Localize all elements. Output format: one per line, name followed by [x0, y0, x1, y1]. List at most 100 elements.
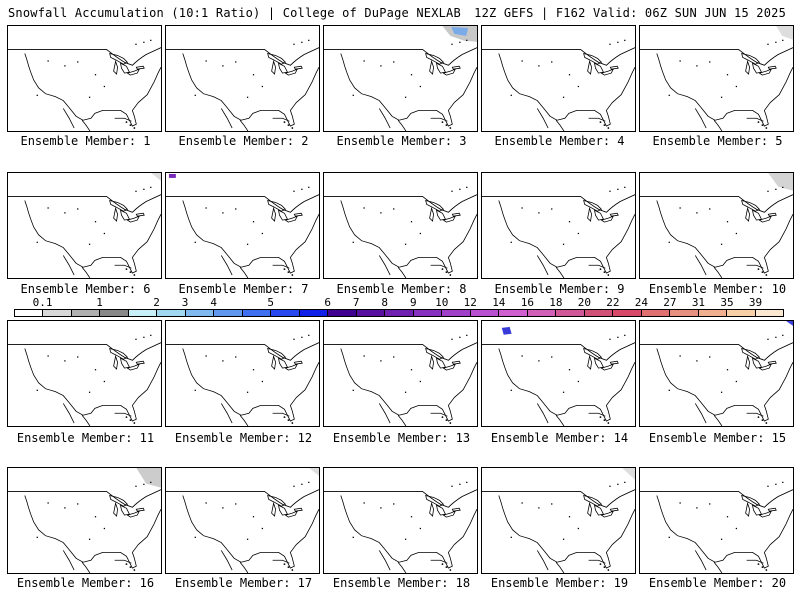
- map-marker: [767, 43, 769, 45]
- island: [607, 569, 610, 571]
- colorbar-tick-label: 8: [381, 296, 389, 309]
- great-lake: [429, 206, 434, 222]
- map-marker: [775, 41, 777, 43]
- us-canada-border: [640, 342, 793, 361]
- map-marker: [410, 221, 413, 223]
- great-lake: [135, 212, 145, 217]
- cuba-outline: [114, 559, 132, 564]
- map-marker: [466, 186, 468, 189]
- map-marker: [150, 186, 152, 189]
- ensemble-member-label: Ensemble Member: 17: [174, 576, 313, 590]
- map-marker: [679, 60, 681, 62]
- cuba-outline: [430, 559, 448, 564]
- island: [761, 271, 764, 273]
- great-lake: [119, 209, 130, 221]
- mexico-coast: [62, 255, 91, 278]
- snowfall-shading: [309, 468, 319, 476]
- great-lake: [451, 65, 461, 70]
- great-lake: [109, 52, 129, 65]
- us-outline-map: [166, 39, 319, 131]
- map-marker: [246, 96, 249, 98]
- map-marker: [624, 334, 626, 337]
- great-lake: [109, 347, 129, 360]
- us-outline-map: [640, 173, 793, 278]
- map-marker: [77, 503, 79, 505]
- ensemble-panel-map: [323, 172, 478, 279]
- map-marker: [459, 41, 461, 43]
- map-marker: [393, 503, 395, 505]
- snowfall-shading: [768, 173, 793, 191]
- great-lake: [609, 507, 619, 512]
- great-lake: [442, 510, 457, 518]
- great-lake: [435, 209, 446, 221]
- mexico-coast: [62, 403, 91, 426]
- colorbar-segment: [413, 310, 443, 316]
- map-marker: [143, 483, 145, 485]
- map-marker: [609, 485, 611, 487]
- great-lake: [745, 206, 750, 222]
- great-lake: [442, 68, 457, 76]
- us-outline-map: [640, 321, 793, 426]
- island: [599, 268, 602, 271]
- island: [607, 127, 610, 129]
- mexico-coast: [694, 108, 723, 131]
- ensemble-member-label: Ensemble Member: 5: [652, 134, 783, 148]
- map-marker: [36, 536, 38, 538]
- cuba-outline: [588, 412, 606, 417]
- map-marker: [538, 507, 540, 509]
- us-outline-map: [324, 26, 477, 131]
- great-lake: [429, 354, 434, 370]
- map-marker: [205, 60, 207, 62]
- colorbar-segment: [15, 310, 44, 316]
- colorbar-tick-label: 5: [267, 296, 274, 309]
- map-marker: [538, 360, 540, 362]
- great-lake: [126, 68, 141, 76]
- great-lake: [758, 363, 773, 371]
- great-lake: [600, 68, 615, 76]
- cuba-outline: [430, 117, 448, 122]
- map-marker: [624, 39, 626, 42]
- colorbar-segment: [470, 310, 500, 316]
- ensemble-panel-map: [481, 467, 636, 574]
- map-marker: [577, 380, 580, 383]
- great-lake: [741, 494, 761, 507]
- great-lake: [435, 504, 446, 516]
- colorbar-segment: [328, 310, 357, 316]
- map-marker: [679, 502, 681, 504]
- us-outline-map: [482, 186, 635, 278]
- map-marker: [143, 41, 145, 43]
- map-marker: [696, 212, 698, 214]
- map-marker: [709, 356, 711, 358]
- island: [761, 566, 764, 568]
- map-marker: [510, 241, 512, 243]
- colorbar-segment: [527, 310, 557, 316]
- map-marker: [726, 221, 729, 223]
- great-lake: [593, 209, 604, 221]
- great-lake: [751, 504, 762, 516]
- coastline: [182, 348, 319, 422]
- map-marker: [775, 336, 777, 338]
- coastline: [182, 495, 319, 569]
- map-marker: [668, 241, 670, 243]
- ensemble-member-label: Ensemble Member: 18: [332, 576, 471, 590]
- ensemble-member-label: Ensemble Member: 12: [174, 431, 313, 445]
- map-marker: [720, 538, 723, 540]
- us-canada-border: [8, 342, 161, 361]
- great-lake: [451, 212, 461, 217]
- map-marker: [222, 360, 224, 362]
- island: [607, 274, 610, 276]
- snowfall-shading: [622, 468, 635, 480]
- map-marker: [735, 85, 738, 88]
- map-marker: [538, 212, 540, 214]
- colorbar-tick-label: 12: [463, 296, 477, 309]
- island: [445, 271, 448, 273]
- island: [603, 271, 606, 273]
- ensemble-member-label: Ensemble Member: 10: [648, 282, 787, 296]
- us-canada-border: [482, 489, 635, 508]
- island: [291, 127, 294, 129]
- great-lake: [609, 212, 619, 217]
- us-canada-border: [166, 342, 319, 361]
- island: [283, 563, 286, 566]
- colorbar-tick-label: 4: [210, 296, 217, 309]
- map-marker: [393, 356, 395, 358]
